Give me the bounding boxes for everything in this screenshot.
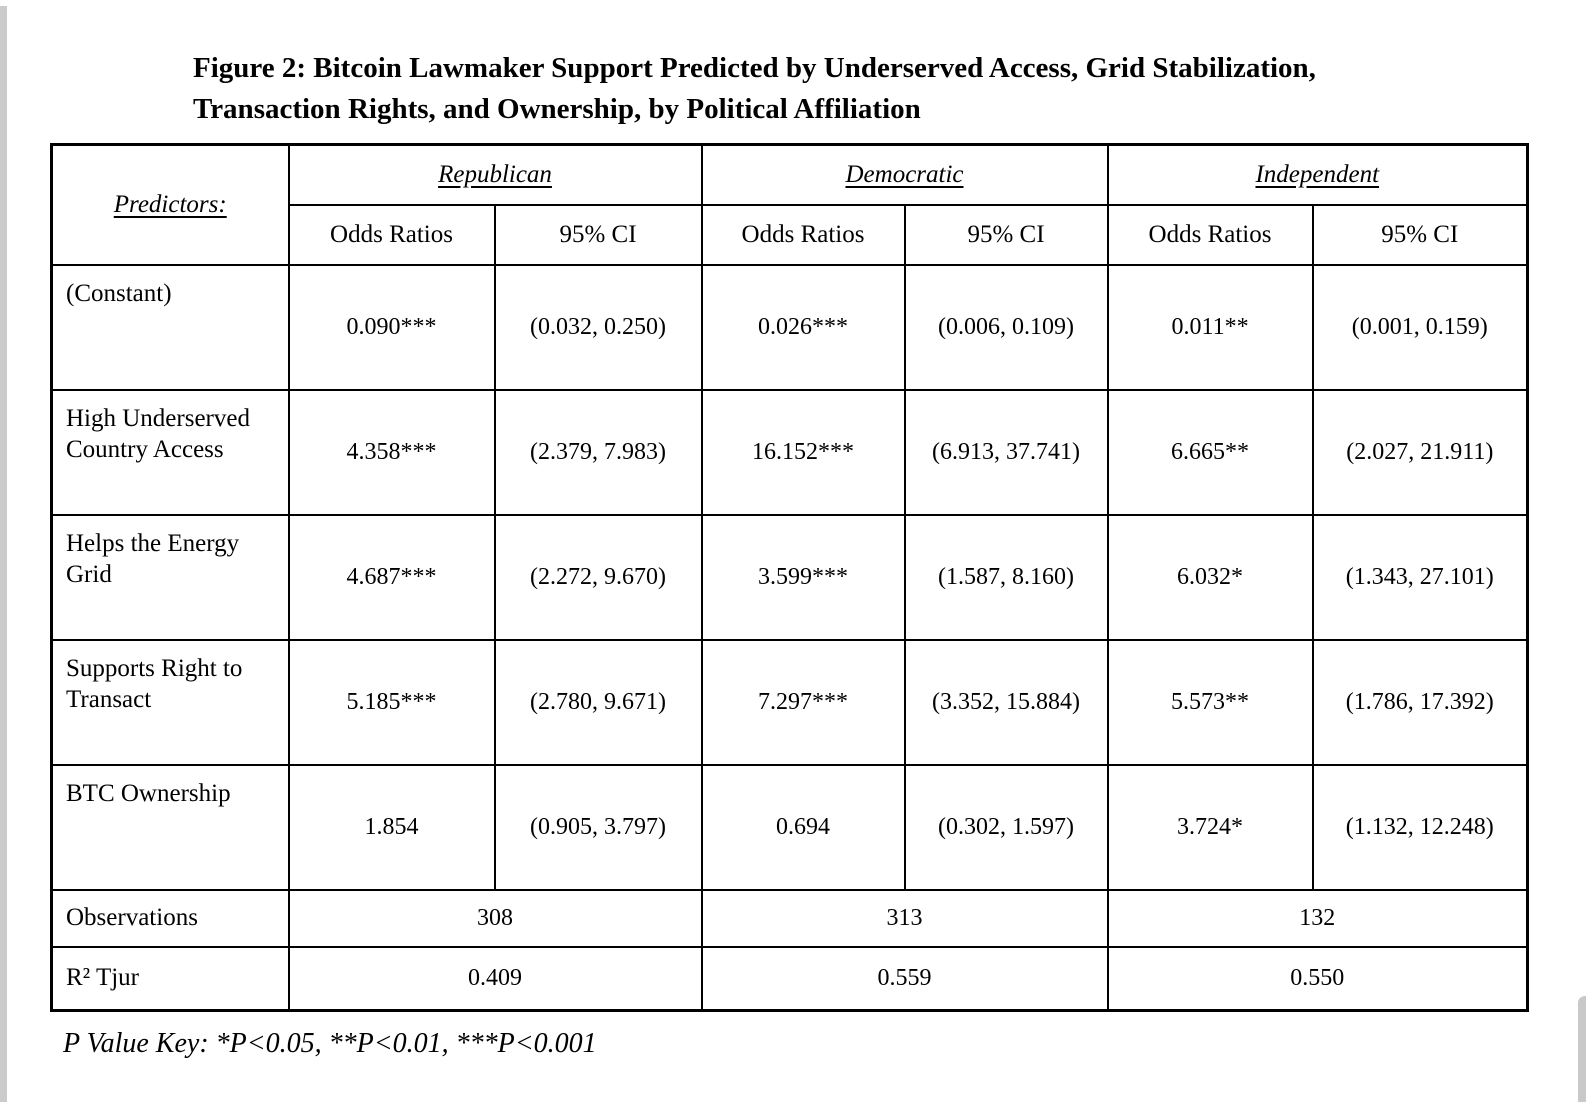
observations-independent: 132: [1106, 888, 1529, 948]
odds-ratio-cell: 6.665**: [1106, 388, 1314, 516]
odds-ratios-header-independent: Odds Ratios: [1106, 203, 1314, 266]
r2-republican: 0.409: [287, 945, 703, 1012]
regression-results-table: Predictors: Republican Democratic Indepe…: [50, 143, 1530, 1012]
ci-cell: (1.786, 17.392): [1311, 638, 1529, 766]
odds-ratio-cell: 0.694: [700, 763, 906, 891]
ci-cell: (0.006, 0.109): [903, 263, 1109, 391]
observations-democratic: 313: [700, 888, 1109, 948]
predictors-header-label: Predictors:: [113, 190, 227, 218]
page-corner-shade: [1578, 996, 1586, 1102]
predictor-label: Helps the Energy Grid: [50, 513, 290, 641]
figure-title-line-2: Transaction Rights, and Ownership, by Po…: [193, 93, 921, 125]
table-row-btc-ownership: BTC Ownership 1.854 (0.905, 3.797) 0.694…: [50, 763, 1529, 891]
ci-cell: (1.587, 8.160): [903, 513, 1109, 641]
observations-row: Observations 308 313 132: [50, 888, 1529, 948]
odds-ratio-cell: 3.599***: [700, 513, 906, 641]
table-row-constant: (Constant) 0.090*** (0.032, 0.250) 0.026…: [50, 263, 1529, 391]
table-row-right-to-transact: Supports Right to Transact 5.185*** (2.7…: [50, 638, 1529, 766]
predictor-label: (Constant): [50, 263, 290, 391]
table-row-energy-grid: Helps the Energy Grid 4.687*** (2.272, 9…: [50, 513, 1529, 641]
predictor-label: High Underserved Country Access: [50, 388, 290, 516]
odds-ratio-cell: 0.090***: [287, 263, 496, 391]
observations-label: Observations: [50, 888, 290, 948]
table-row-underserved-access: High Underserved Country Access 4.358***…: [50, 388, 1529, 516]
r2-independent: 0.550: [1106, 945, 1529, 1012]
figure-title-line-1: Figure 2: Bitcoin Lawmaker Support Predi…: [193, 52, 1316, 84]
odds-ratio-cell: 0.026***: [700, 263, 906, 391]
predictor-label: BTC Ownership: [50, 763, 290, 891]
ci-cell: (0.905, 3.797): [493, 763, 703, 891]
document-figure: Figure 2: Bitcoin Lawmaker Support Predi…: [50, 48, 1530, 1060]
predictor-label: Supports Right to Transact: [50, 638, 290, 766]
ci-cell: (6.913, 37.741): [903, 388, 1109, 516]
ci-cell: (2.272, 9.670): [493, 513, 703, 641]
odds-ratio-cell: 5.185***: [287, 638, 496, 766]
r2-tjur-label: R² Tjur: [50, 945, 290, 1012]
odds-ratio-cell: 1.854: [287, 763, 496, 891]
ci-cell: (1.343, 27.101): [1311, 513, 1529, 641]
odds-ratio-cell: 3.724*: [1106, 763, 1314, 891]
odds-ratio-cell: 0.011**: [1106, 263, 1314, 391]
subheader-row: Odds Ratios 95% CI Odds Ratios 95% CI Od…: [52, 203, 1529, 266]
r2-tjur-row: R² Tjur 0.409 0.559 0.550: [50, 945, 1529, 1012]
r2-democratic: 0.559: [700, 945, 1109, 1012]
odds-ratio-cell: 6.032*: [1106, 513, 1314, 641]
ci-cell: (3.352, 15.884): [903, 638, 1109, 766]
ci-cell: (0.302, 1.597): [903, 763, 1109, 891]
ci-header-democratic: 95% CI: [903, 203, 1109, 266]
ci-cell: (1.132, 12.248): [1311, 763, 1529, 891]
observations-republican: 308: [287, 888, 703, 948]
odds-ratios-header-republican: Odds Ratios: [287, 203, 496, 266]
ci-header-independent: 95% CI: [1311, 203, 1529, 266]
group-header-democratic: Democratic: [700, 143, 1109, 206]
ci-cell: (2.027, 21.911): [1311, 388, 1529, 516]
odds-ratio-cell: 16.152***: [700, 388, 906, 516]
figure-title: Figure 2: Bitcoin Lawmaker Support Predi…: [193, 48, 1473, 130]
ci-header-republican: 95% CI: [493, 203, 703, 266]
predictors-header-cell: Predictors:: [50, 143, 290, 266]
page-edge-strip: [0, 6, 7, 1102]
odds-ratio-cell: 4.358***: [287, 388, 496, 516]
p-value-key: P Value Key: *P<0.05, **P<0.01, ***P<0.0…: [63, 1028, 597, 1059]
ci-cell: (0.001, 0.159): [1311, 263, 1529, 391]
ci-cell: (2.780, 9.671): [493, 638, 703, 766]
ci-cell: (2.379, 7.983): [493, 388, 703, 516]
group-header-independent: Independent: [1106, 143, 1529, 206]
odds-ratios-header-democratic: Odds Ratios: [700, 203, 906, 266]
odds-ratio-cell: 4.687***: [287, 513, 496, 641]
ci-cell: (0.032, 0.250): [493, 263, 703, 391]
odds-ratio-cell: 7.297***: [700, 638, 906, 766]
group-header-republican: Republican: [287, 143, 703, 206]
group-header-row: Predictors: Republican Democratic Indepe…: [50, 143, 1529, 266]
odds-ratio-cell: 5.573**: [1106, 638, 1314, 766]
